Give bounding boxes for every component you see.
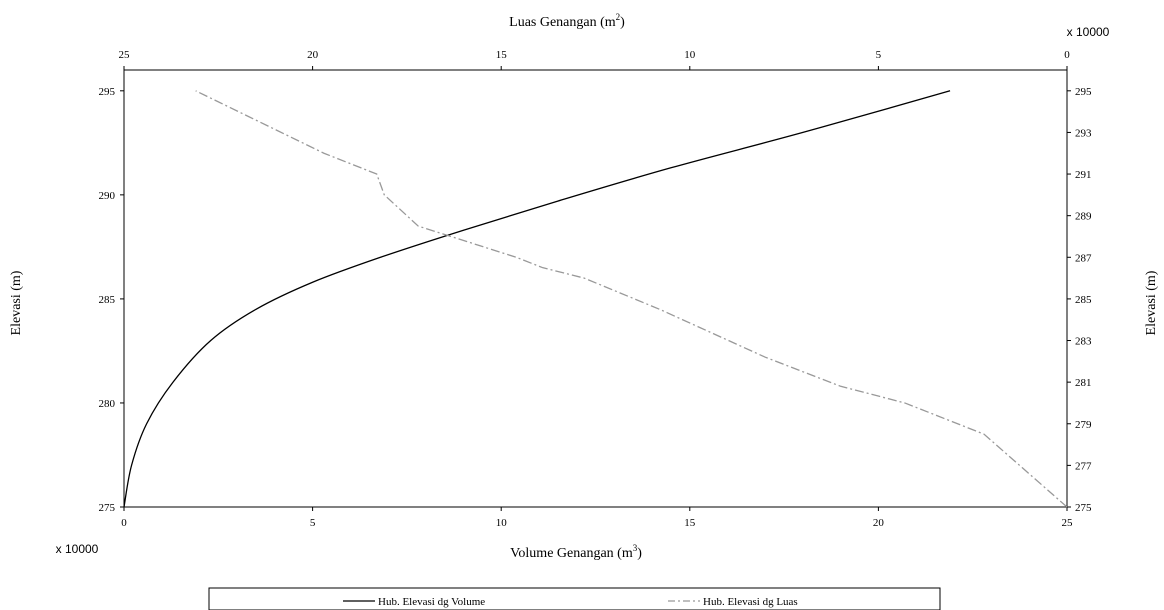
top-tick-label: 15	[496, 49, 508, 61]
legend-box	[208, 587, 941, 610]
right-tick-label: 293	[1075, 127, 1092, 139]
right-tick-label: 287	[1075, 252, 1092, 264]
right-tick-label: 285	[1075, 294, 1092, 306]
right-tick-label: 275	[1075, 502, 1092, 514]
right-tick-label: 291	[1075, 169, 1092, 181]
right-tick-label: 283	[1075, 336, 1092, 348]
legend-label-volume: Hub. Elevasi dg Volume	[378, 596, 485, 608]
left-tick-label: 285	[99, 294, 116, 306]
axis-ticks: 275 280 285 290 295 275 277 279 281 283 285 287 289 2…	[99, 49, 1093, 529]
bottom-axis-title: Volume Genangan (m3)	[510, 543, 642, 561]
top-axis-title: Luas Genangan (m2)	[509, 12, 625, 30]
bottom-tick-label: 15	[684, 517, 696, 529]
bottom-tick-label: 20	[873, 517, 885, 529]
left-tick-label: 295	[99, 86, 116, 98]
series-line-luas	[195, 90, 1068, 508]
left-axis-title: Elevasi (m)	[9, 270, 24, 335]
bottom-tick-label: 25	[1062, 517, 1074, 529]
bottom-tick-label: 5	[310, 517, 316, 529]
right-tick-label: 277	[1075, 460, 1092, 472]
right-tick-label: 289	[1075, 211, 1092, 223]
left-tick-label: 275	[99, 502, 116, 514]
top-tick-label: 5	[876, 49, 882, 61]
right-tick-label: 279	[1075, 419, 1092, 431]
top-tick-label: 20	[307, 49, 319, 61]
top-axis-multiplier: x 10000	[1067, 25, 1110, 39]
left-tick-label: 280	[99, 398, 116, 410]
bottom-axis-multiplier: x 10000	[56, 542, 99, 556]
left-tick-label: 290	[99, 190, 116, 202]
right-tick-label: 295	[1075, 86, 1092, 98]
top-tick-label: 0	[1064, 49, 1070, 61]
top-tick-label: 25	[119, 49, 131, 61]
series-line-volume	[123, 90, 951, 508]
plot-frame	[123, 69, 1068, 508]
legend-label-luas: Hub. Elevasi dg Luas	[703, 596, 798, 608]
right-tick-label: 281	[1075, 377, 1092, 389]
series-layer	[123, 90, 1068, 508]
right-axis-title: Elevasi (m)	[1144, 270, 1159, 335]
top-tick-label: 10	[684, 49, 696, 61]
bottom-tick-label: 0	[121, 517, 127, 529]
bottom-tick-label: 10	[496, 517, 508, 529]
